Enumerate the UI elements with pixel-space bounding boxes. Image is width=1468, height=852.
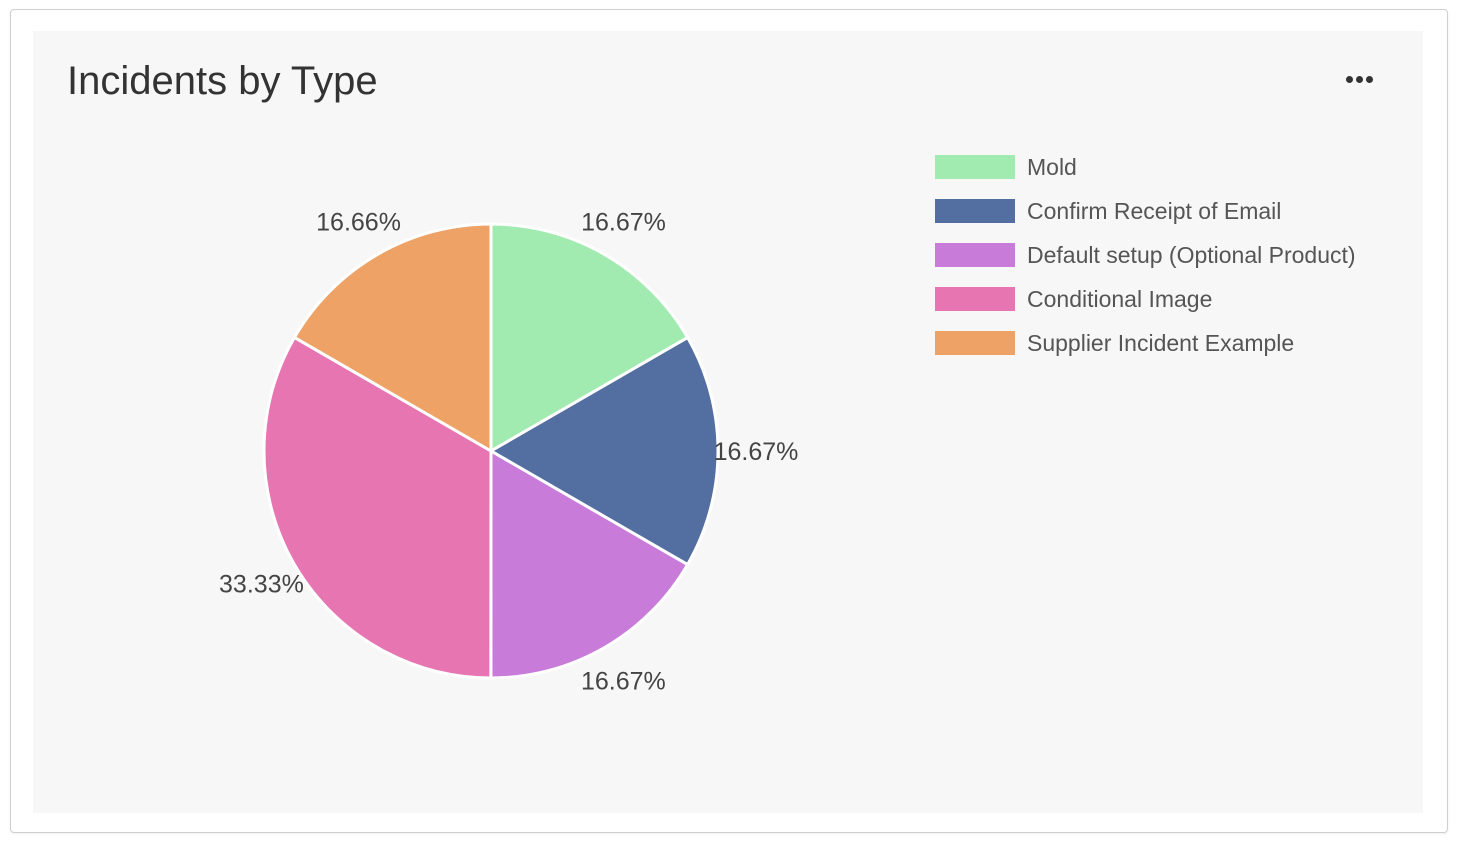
legend-item-2[interactable]: Default setup (Optional Product)	[935, 233, 1356, 277]
slice-data-label-1: 16.67%	[714, 438, 799, 466]
more-horizontal-icon	[1345, 75, 1353, 83]
pie-slice-0[interactable]	[489, 222, 690, 454]
pie-slice-1[interactable]	[488, 335, 720, 567]
pie-slice-3[interactable]	[262, 335, 493, 680]
slice-data-label-2: 16.67%	[581, 668, 666, 696]
legend-label: Default setup (Optional Product)	[1027, 241, 1356, 268]
pie-slice-2[interactable]	[489, 448, 690, 680]
widget-card: Incidents by Type 16.67% 16.67% 16.67% 33.3…	[10, 9, 1448, 833]
legend-item-3[interactable]: Conditional Image	[935, 277, 1356, 321]
more-options-button[interactable]	[1339, 69, 1379, 89]
legend-swatch	[935, 331, 1015, 355]
legend-label: Mold	[1027, 153, 1077, 180]
legend-label: Conditional Image	[1027, 285, 1213, 312]
legend-label: Confirm Receipt of Email	[1027, 197, 1282, 224]
pie-slice-4[interactable]	[292, 222, 493, 454]
legend-swatch	[935, 243, 1015, 267]
slice-data-label-3: 33.33%	[219, 570, 304, 598]
legend-label: Supplier Incident Example	[1027, 329, 1295, 356]
legend-item-4[interactable]: Supplier Incident Example	[935, 321, 1356, 365]
slice-data-label-4: 16.66%	[316, 208, 401, 236]
legend-item-0[interactable]: Mold	[935, 145, 1356, 189]
chart-panel: Incidents by Type 16.67% 16.67% 16.67% 33.3…	[33, 31, 1423, 813]
legend-swatch	[935, 155, 1015, 179]
legend-swatch	[935, 199, 1015, 223]
chart-title: Incidents by Type	[67, 59, 378, 103]
pie-chart: 16.67% 16.67% 16.67% 33.33% 16.66%	[219, 208, 799, 696]
chart-legend: Mold Confirm Receipt of Email Default setu…	[935, 145, 1356, 365]
legend-swatch	[935, 287, 1015, 311]
slice-data-label-0: 16.67%	[581, 209, 666, 237]
legend-item-1[interactable]: Confirm Receipt of Email	[935, 189, 1356, 233]
